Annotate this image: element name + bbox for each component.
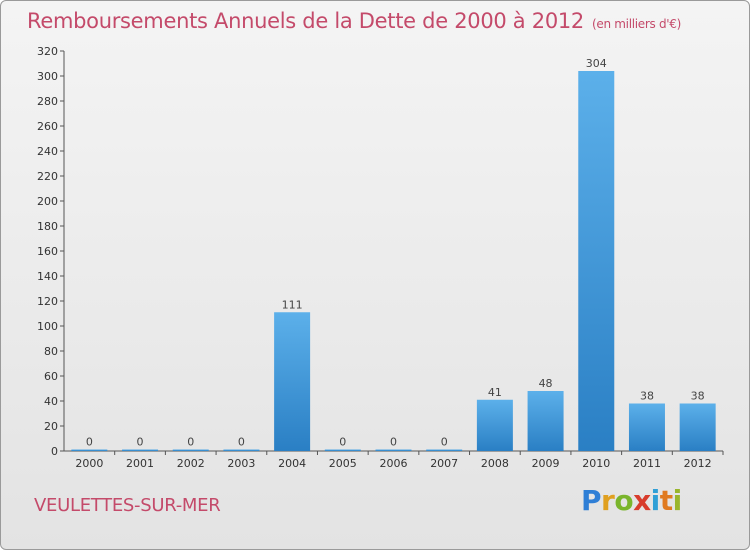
x-tick-label: 2006 — [380, 457, 408, 470]
x-tick-label: 2004 — [278, 457, 306, 470]
bar — [122, 449, 159, 451]
bar — [578, 71, 615, 451]
y-tick-label: 180 — [37, 220, 58, 233]
y-tick-label: 0 — [51, 445, 58, 458]
x-tick-label: 2009 — [532, 457, 560, 470]
bar — [527, 391, 564, 451]
proxiti-logo: Proxiti — [581, 484, 682, 517]
y-tick-label: 140 — [37, 270, 58, 283]
data-label: 0 — [187, 436, 194, 449]
x-tick-label: 2012 — [684, 457, 712, 470]
data-label: 0 — [137, 436, 144, 449]
bar — [375, 449, 412, 451]
data-label: 0 — [339, 436, 346, 449]
logo-letter: r — [601, 484, 615, 517]
x-tick-label: 2002 — [177, 457, 205, 470]
y-tick-label: 320 — [37, 45, 58, 58]
data-label: 48 — [539, 377, 553, 390]
bar — [223, 449, 260, 451]
chart-title: Remboursements Annuels de la Dette de 20… — [27, 9, 681, 33]
y-tick-label: 220 — [37, 170, 58, 183]
y-tick-label: 260 — [37, 120, 58, 133]
y-tick-label: 100 — [37, 320, 58, 333]
bar — [426, 449, 463, 451]
chart-title-text: Remboursements Annuels de la Dette de 20… — [27, 9, 584, 33]
bar — [274, 312, 311, 451]
y-tick-label: 20 — [44, 420, 58, 433]
town-name: VEULETTES-SUR-MER — [34, 495, 221, 516]
y-tick-label: 300 — [37, 70, 58, 83]
x-tick-label: 2000 — [75, 457, 103, 470]
y-tick-label: 80 — [44, 345, 58, 358]
logo-letter: o — [614, 484, 634, 517]
data-label: 38 — [691, 390, 705, 403]
logo-letter: t — [659, 484, 673, 517]
data-label: 38 — [640, 390, 654, 403]
logo-letter: P — [581, 484, 602, 517]
bar — [324, 449, 361, 451]
bar — [628, 403, 665, 451]
bar — [476, 399, 513, 451]
y-tick-label: 160 — [37, 245, 58, 258]
y-tick-label: 240 — [37, 145, 58, 158]
logo-letter: i — [672, 484, 683, 517]
logo-letter: i — [650, 484, 661, 517]
data-label: 41 — [488, 386, 502, 399]
data-label: 111 — [282, 298, 303, 311]
y-tick-label: 280 — [37, 95, 58, 108]
bar — [71, 449, 108, 451]
logo-letter: x — [633, 484, 651, 517]
x-tick-label: 2003 — [227, 457, 255, 470]
x-tick-label: 2007 — [430, 457, 458, 470]
unit-note: (en milliers d'€) — [592, 17, 682, 31]
x-tick-label: 2010 — [582, 457, 610, 470]
x-tick-label: 2008 — [481, 457, 509, 470]
y-tick-label: 60 — [44, 370, 58, 383]
x-tick-label: 2001 — [126, 457, 154, 470]
y-tick-label: 40 — [44, 395, 58, 408]
data-label: 0 — [238, 436, 245, 449]
y-tick-label: 120 — [37, 295, 58, 308]
bar — [172, 449, 209, 451]
y-tick-label: 200 — [37, 195, 58, 208]
data-label: 304 — [586, 57, 607, 70]
data-label: 0 — [390, 436, 397, 449]
x-tick-label: 2005 — [329, 457, 357, 470]
bar — [679, 403, 716, 451]
data-label: 0 — [86, 436, 93, 449]
data-label: 0 — [441, 436, 448, 449]
x-tick-label: 2011 — [633, 457, 661, 470]
